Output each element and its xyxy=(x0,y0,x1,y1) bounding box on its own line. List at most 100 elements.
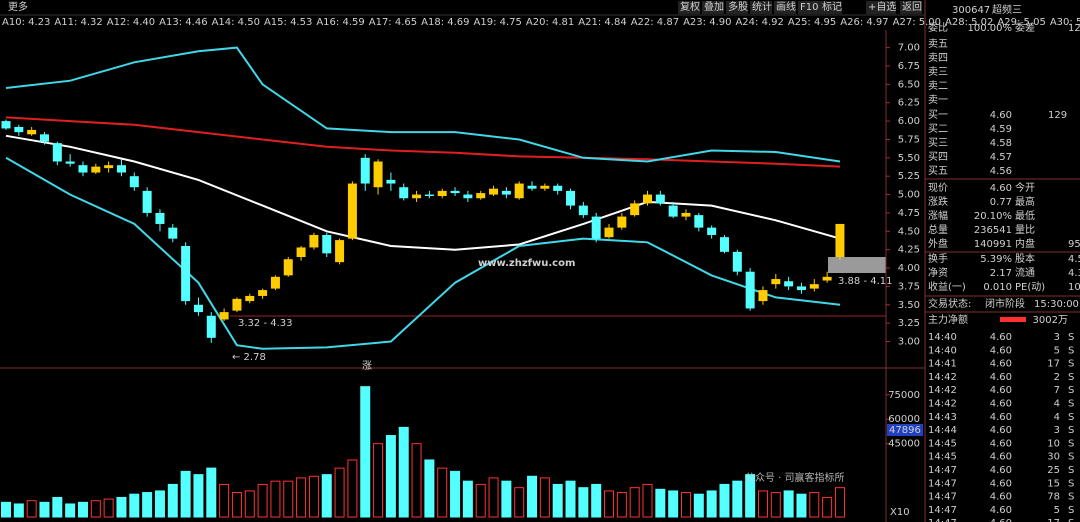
trade-volume: 25 xyxy=(1047,465,1060,476)
toolbar-button[interactable]: 标记 xyxy=(822,1,842,13)
menu[interactable]: 更多 xyxy=(8,0,28,13)
quote-value: 5.39% xyxy=(980,254,1012,265)
quote-value: 4.60 xyxy=(990,183,1012,194)
candle-body xyxy=(732,251,742,272)
volume-bar xyxy=(591,483,602,518)
volume-bar xyxy=(180,470,191,518)
toolbar-button[interactable]: 叠加 xyxy=(704,1,724,13)
trade-price: 4.60 xyxy=(990,359,1012,370)
trade-volume: 5 xyxy=(1054,505,1060,516)
volume-bar xyxy=(39,501,50,518)
volume-bar xyxy=(347,459,358,518)
toolbar-button[interactable]: +自选 xyxy=(868,0,896,13)
quote-label: 内盘 xyxy=(1015,237,1035,250)
candle-body xyxy=(809,284,819,289)
trade-price: 4.60 xyxy=(990,412,1012,423)
volume-bar xyxy=(360,386,371,518)
quote-label: 129 xyxy=(1048,110,1067,121)
quote-value: 4.3 xyxy=(1068,268,1080,279)
y-tick-label: 5.00 xyxy=(898,190,920,201)
candle-body xyxy=(489,188,499,195)
volume-bar xyxy=(578,487,589,518)
quote-value: 4.58 xyxy=(990,138,1012,149)
quote-label: 股本 xyxy=(1015,252,1035,265)
candle-body xyxy=(527,185,537,189)
status-time: 15:30:00 xyxy=(1034,299,1079,310)
y-tick-label: 4.00 xyxy=(898,263,920,274)
indicator-value: A18: 4.69 xyxy=(421,17,469,28)
indicator-value: A19: 4.75 xyxy=(474,17,522,28)
y-tick-label: 4.50 xyxy=(898,226,920,237)
trade-side: S xyxy=(1068,399,1074,410)
quote-label: 买四 xyxy=(928,151,948,163)
candle-body xyxy=(322,234,332,254)
candle-body xyxy=(501,190,511,195)
toolbar-button[interactable]: 统计 xyxy=(752,0,772,13)
trade-price: 4.60 xyxy=(990,465,1012,476)
candle-body xyxy=(206,315,216,338)
candle-body xyxy=(270,276,280,289)
indicator-value: A12: 4.40 xyxy=(107,17,155,28)
quote-label: 委比 xyxy=(928,21,948,34)
volume-bar xyxy=(552,483,563,518)
trade-time: 14:45 xyxy=(928,438,957,449)
range-label: 3.88 - 4.11 xyxy=(838,276,893,287)
indicator-value: A20: 4.81 xyxy=(526,17,574,28)
volume-bar xyxy=(834,487,845,518)
trade-side: S xyxy=(1068,492,1074,503)
quote-label: 卖三 xyxy=(928,66,948,78)
range-label: 3.32 - 4.33 xyxy=(238,318,293,329)
volume-bar xyxy=(231,492,242,518)
quote-value: 2.17 xyxy=(990,268,1012,279)
quote-value: 12 xyxy=(1068,23,1080,34)
candle-body xyxy=(822,276,832,281)
trade-side: S xyxy=(1068,518,1074,522)
candle-body xyxy=(386,179,396,184)
candle-body xyxy=(193,304,203,313)
trade-time: 14:43 xyxy=(928,412,957,423)
indicator-value: A24: 4.92 xyxy=(735,17,783,28)
toolbar-button[interactable]: 返回 xyxy=(902,1,922,13)
trade-price: 4.60 xyxy=(990,478,1012,489)
volume-bar xyxy=(462,480,473,518)
toolbar-button[interactable]: F10 xyxy=(800,2,818,13)
volume-bar xyxy=(655,488,666,518)
volume-bar xyxy=(501,480,512,518)
toolbar-button[interactable]: 画线 xyxy=(776,0,796,13)
indicator-value: A23: 4.90 xyxy=(683,17,731,28)
volume-bar xyxy=(745,474,756,518)
quote-label: 买五 xyxy=(928,165,948,177)
volume-bar xyxy=(154,490,165,518)
button-bg xyxy=(900,1,922,14)
candle-body xyxy=(347,183,357,239)
indicator-value: A16: 4.59 xyxy=(316,17,364,28)
quote-label: 净资 xyxy=(928,266,948,279)
y-tick-label: 4.25 xyxy=(898,245,920,256)
quote-label: 卖二 xyxy=(928,80,948,92)
trade-time: 14:44 xyxy=(928,425,957,436)
volume-bar xyxy=(373,443,384,518)
toolbar-button[interactable]: 复权 xyxy=(680,0,700,13)
candle-body xyxy=(181,245,191,302)
indicator-value: A22: 4.87 xyxy=(631,17,679,28)
trade-side: S xyxy=(1068,385,1074,396)
candle-body xyxy=(309,234,319,248)
flow-label: 主力净额 xyxy=(928,313,968,326)
trade-price: 4.60 xyxy=(990,385,1012,396)
y-tick-label: 3.75 xyxy=(898,281,920,292)
quote-label: 现价 xyxy=(928,182,948,194)
quote-label: 换手 xyxy=(928,252,948,265)
volume-bar xyxy=(116,496,127,518)
candle-body xyxy=(91,166,101,173)
scale-label: X10 xyxy=(890,507,910,518)
toolbar-button[interactable]: 多股 xyxy=(728,0,748,13)
volume-bar xyxy=(193,474,204,518)
volume-bar xyxy=(308,475,319,518)
candle-body xyxy=(463,194,473,199)
volume-bar xyxy=(604,490,615,518)
candle-body xyxy=(232,298,242,311)
volume-bar xyxy=(103,498,114,518)
candle-body xyxy=(771,279,781,285)
trade-time: 14:40 xyxy=(928,345,957,356)
trade-volume: 15 xyxy=(1047,478,1060,489)
